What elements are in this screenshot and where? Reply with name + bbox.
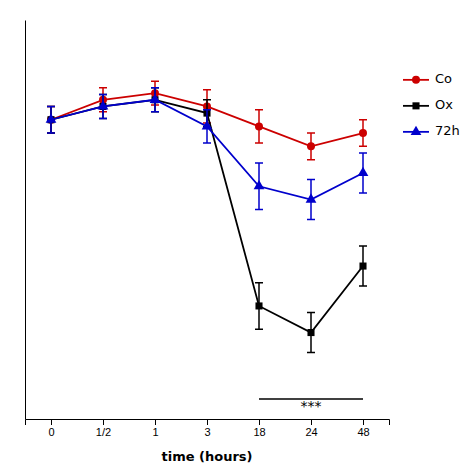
x-tick: 1 [152,419,158,438]
chart: 0 1/2 1 3 18 24 48 *** time (hours) Co Ox 72h [0,0,474,474]
x-axis: 0 1/2 1 3 18 24 48 [26,419,390,438]
legend-swatch-marker [411,126,422,135]
legend-label: Co [435,71,452,86]
marker [255,302,262,309]
legend-swatch-marker [412,102,419,109]
legend-label: 72h [435,123,460,138]
series-line [51,100,363,200]
series [47,81,367,159]
marker [307,329,314,336]
x-tick-mark [259,419,260,425]
marker [150,94,161,103]
series-line [51,100,363,333]
error-bar [307,313,315,353]
x-tick-label: 18 [253,426,265,438]
x-tick-label: 1 [152,426,158,438]
marker [359,129,367,137]
legend-item: Ox [403,97,453,112]
x-tick: 24 [305,419,317,438]
annotation: *** [301,398,322,414]
marker [359,263,366,270]
y-axis [25,21,26,420]
x-tick-mark [363,419,364,425]
x-tick: 1/2 [96,419,111,438]
x-tick: 48 [357,419,369,438]
x-tick-mark [51,419,52,425]
x-tick-label: 3 [204,426,210,438]
x-tick: 18 [253,419,265,438]
legend-label: Ox [435,97,453,112]
x-tick-mark [103,419,104,425]
x-tick-mark [207,419,208,425]
legend: Co Ox 72h [403,71,460,138]
series [47,88,367,353]
x-axis-line [26,420,390,426]
error-bar [255,283,263,330]
x-tick-label: 0 [48,426,54,438]
marker [255,122,263,130]
x-tick: 3 [204,419,210,438]
marker [46,114,57,123]
error-bar [359,120,367,147]
series-line [51,93,363,146]
x-tick: 0 [48,419,54,438]
data-area [46,81,369,352]
marker [358,167,369,176]
x-tick-label: 48 [357,426,369,438]
legend-item: 72h [403,123,460,138]
x-tick-mark [311,419,312,425]
error-bar [255,110,263,143]
y-axis-line [25,21,26,420]
series [46,88,369,220]
plot: 0 1/2 1 3 18 24 48 *** [26,21,390,438]
marker [307,142,315,150]
marker [306,193,317,202]
marker [98,100,109,109]
x-tick-mark [155,419,156,425]
x-tick-label: 24 [305,426,317,438]
error-bar [307,133,315,160]
x-axis-title: time (hours) [161,449,252,464]
legend-item: Co [403,71,452,86]
error-bar [359,246,367,286]
marker [202,120,213,129]
legend-swatch-marker [412,76,420,84]
marker [254,180,265,189]
x-tick-label: 1/2 [96,426,111,438]
